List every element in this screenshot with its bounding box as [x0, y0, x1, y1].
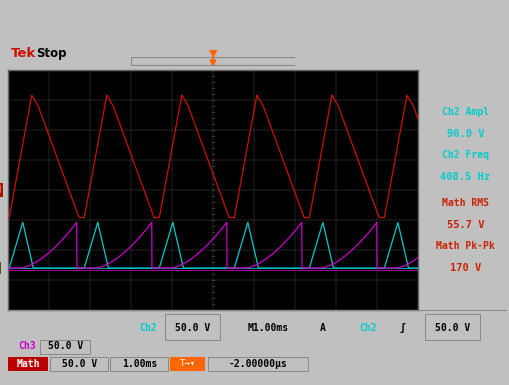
Bar: [165, 313, 220, 340]
Bar: [110, 357, 167, 371]
Text: M1.00ms: M1.00ms: [247, 323, 288, 333]
Text: 90.0 V: 90.0 V: [446, 129, 483, 139]
Bar: [424, 313, 479, 340]
Bar: [40, 340, 90, 354]
Text: Ch3: Ch3: [18, 341, 36, 352]
Bar: [170, 357, 205, 371]
Text: ʃ: ʃ: [399, 323, 405, 333]
Text: M: M: [0, 185, 2, 195]
Text: A: A: [319, 323, 325, 333]
Text: Stop: Stop: [36, 47, 66, 60]
Text: Ch2 Ampl: Ch2 Ampl: [441, 107, 488, 117]
Text: 408.5 Hz: 408.5 Hz: [439, 172, 489, 182]
Text: Math Pk-Pk: Math Pk-Pk: [435, 241, 494, 251]
Text: Math: Math: [16, 359, 40, 369]
Text: T→▾: T→▾: [179, 360, 195, 368]
Text: Tek: Tek: [11, 47, 36, 60]
Text: Ch2 Freq: Ch2 Freq: [441, 150, 488, 160]
Text: -2.00000μs: -2.00000μs: [228, 359, 287, 369]
Bar: [131, 57, 294, 65]
Text: 50.0 V: 50.0 V: [434, 323, 469, 333]
Text: Math RMS: Math RMS: [441, 198, 488, 208]
Text: 50.0 V: 50.0 V: [175, 323, 210, 333]
Text: 1.00ms: 1.00ms: [122, 359, 157, 369]
Text: 50.0 V: 50.0 V: [48, 341, 83, 352]
Text: Ch2: Ch2: [139, 323, 156, 333]
Text: Ch2: Ch2: [358, 323, 376, 333]
Bar: [207, 357, 307, 371]
Text: 170 V: 170 V: [449, 263, 480, 273]
Text: ▼: ▼: [208, 49, 217, 59]
Text: 50.0 V: 50.0 V: [62, 359, 97, 369]
Text: 55.7 V: 55.7 V: [446, 220, 483, 230]
Bar: [50, 357, 108, 371]
Bar: [8, 357, 48, 371]
